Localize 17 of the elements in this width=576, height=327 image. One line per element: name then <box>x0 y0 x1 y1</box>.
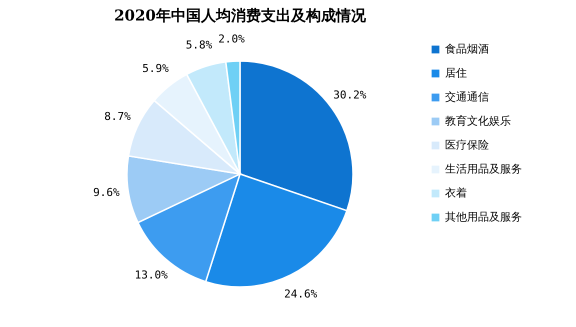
legend-label: 交通通信 <box>445 90 489 104</box>
legend-label: 其他用品及服务 <box>445 210 522 224</box>
legend-label: 衣着 <box>445 186 467 200</box>
legend-label: 居住 <box>445 66 467 80</box>
chart-title: 2020年中国人均消费支出及构成情况 <box>114 6 367 24</box>
data-label: 8.7% <box>104 110 132 124</box>
data-label: 5.9% <box>142 62 170 75</box>
legend-label: 生活用品及服务 <box>445 162 522 176</box>
legend-label: 教育文化娱乐 <box>445 114 511 128</box>
legend-label: 医疗保险 <box>445 138 489 152</box>
data-label: 24.6% <box>284 288 318 301</box>
data-label: 2.0% <box>218 32 246 46</box>
legend-label: 食品烟酒 <box>445 42 489 56</box>
data-label: 13.0% <box>134 268 168 282</box>
data-label: 5.8% <box>186 38 213 52</box>
data-label: 30.2% <box>333 88 367 102</box>
data-label: 9.6% <box>93 186 120 200</box>
